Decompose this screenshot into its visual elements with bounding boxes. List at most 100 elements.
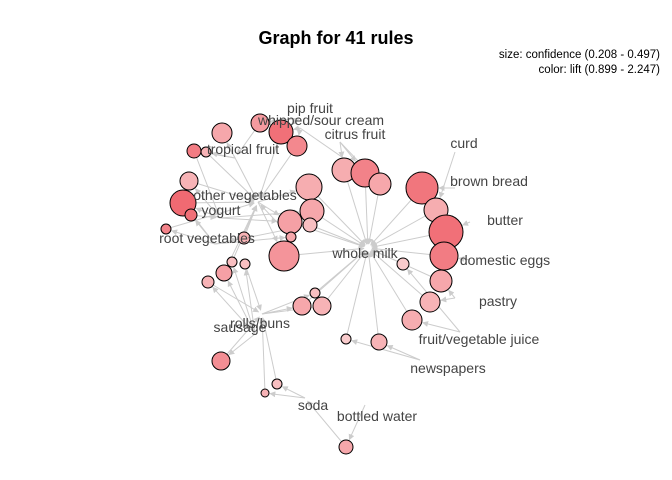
edge-rule-38-to-wholemilk [366, 251, 380, 343]
rule-node-20 [277, 209, 303, 235]
legend-color: color: lift (0.899 - 2.247) [538, 64, 660, 76]
edge-rootveg-to-rule-26 [195, 219, 216, 245]
rule-node-17 [396, 257, 410, 271]
edge-rule-27-to-othveg [165, 201, 255, 230]
edge-rule-6-to-othveg [259, 145, 298, 200]
item-label-sausage: sausage [214, 319, 267, 335]
item-labels-layer: pip fruit whipped/sour cream citrus frui… [159, 100, 550, 424]
rule-node-34 [292, 296, 312, 316]
item-label-newspapers: newspapers [410, 360, 486, 376]
edge-pastry-to-rule-15 [440, 296, 456, 303]
edge-rule-39-to-rolls [259, 317, 266, 394]
rule-node-15 [419, 291, 441, 313]
item-label-yogurt: yogurt [202, 202, 241, 218]
rule-node-24 [179, 171, 199, 191]
edge-pip-to-rule-1 [290, 117, 301, 125]
edge-rule-5-to-othveg [205, 151, 256, 200]
rule-node-1 [268, 119, 294, 145]
rule-node-35 [312, 296, 332, 316]
edge-rule-41-to-soda [307, 400, 347, 448]
edge-pastry-to-rule-14 [448, 289, 456, 299]
item-label-curd: curd [450, 135, 477, 151]
rule-node-28 [237, 231, 251, 245]
edge-sausage-to-rule-32 [212, 286, 256, 335]
edge-rule-16-to-wholemilk [369, 250, 413, 321]
edge-whip-to-rule-6 [296, 127, 303, 136]
rule-node-3 [211, 122, 233, 144]
rule-node-10 [405, 171, 439, 205]
rule-node-32 [201, 275, 215, 289]
edge-othveg-to-rule-23 [257, 201, 278, 243]
rule-node-18 [295, 173, 323, 201]
edge-sausage-to-rule-31 [227, 280, 256, 335]
rule-node-4 [186, 143, 202, 159]
legend-size: size: confidence (0.208 - 0.497) [498, 49, 660, 61]
edge-rule-35-to-wholemilk [321, 250, 366, 307]
item-label-juice: fruit/vegetable juice [419, 331, 540, 347]
rule-node-5 [200, 146, 212, 158]
rule-node-37 [340, 333, 352, 345]
edge-rule-40-to-rolls [261, 317, 278, 385]
rule-node-33 [309, 287, 321, 299]
item-label-pip: pip fruit [287, 100, 333, 116]
item-label-rootveg: root vegetables [159, 230, 255, 246]
rule-node-31 [215, 264, 233, 282]
edge-sausage-to-rule-29 [232, 267, 256, 335]
edge-newspapers-to-rule-38 [386, 345, 421, 361]
rule-node-26 [184, 208, 198, 222]
rule-node-41 [338, 439, 354, 455]
edge-rule-3-to-othveg [221, 132, 257, 199]
rule-node-14 [429, 269, 453, 293]
edge-soda-to-rule-40 [281, 386, 306, 399]
rule-node-13 [429, 241, 459, 271]
rule-node-2 [250, 113, 270, 133]
rule-node-16 [401, 309, 423, 331]
item-label-tropical: tropical fruit [207, 141, 279, 157]
edge-othveg-to-rule-18 [257, 189, 297, 203]
item-label-soda: soda [298, 397, 329, 413]
rule-node-6 [286, 135, 308, 157]
edge-juice-to-rule-16 [422, 321, 461, 333]
item-label-whip: whipped/sour cream [257, 112, 384, 128]
graph-title: Graph for 41 rules [258, 28, 414, 48]
item-label-rolls: rolls/buns [230, 315, 290, 331]
edge-othveg-to-rule-20 [257, 201, 280, 216]
edge-rule-24-to-othveg [188, 180, 255, 203]
rule-node-27 [160, 223, 172, 235]
item-label-eggs: domestic eggs [460, 252, 550, 268]
edge-butter-to-rule-12 [462, 220, 471, 226]
edge-yogurt-to-rule-24 [195, 188, 221, 219]
edge-sausage-to-rule-36 [228, 333, 256, 356]
item-label-othveg: other vegetables [193, 187, 297, 203]
rule-node-38 [370, 333, 388, 351]
rule-node-30 [239, 258, 251, 270]
edge-citrus-to-rule-7 [338, 141, 345, 158]
item-label-butter: butter [487, 212, 523, 228]
edge-rule-21-to-wholemilk [309, 224, 365, 248]
rule-node-36 [211, 351, 231, 371]
edge-eggs-to-rule-13 [458, 256, 471, 263]
edge-whip-to-rule-1 [293, 125, 301, 132]
item-label-pastry: pastry [479, 293, 517, 309]
item-label-wholemilk: whole milk [331, 245, 398, 261]
edge-rootveg-to-rule-28 [214, 237, 238, 245]
edge-curd-to-rule-11 [438, 151, 456, 199]
rule-node-22 [285, 231, 297, 243]
edge-newspapers-to-rule-37 [351, 339, 421, 361]
edge-rule-36-to-rolls [220, 316, 260, 362]
rule-node-9 [368, 172, 392, 196]
edge-water-to-rule-41 [348, 404, 366, 441]
item-label-water: bottled water [337, 408, 417, 424]
edge-tropical-to-rule-5 [211, 151, 236, 159]
edge-rootveg-to-rule-27 [171, 229, 216, 245]
rule-node-40 [271, 378, 283, 390]
edge-soda-to-rule-39 [269, 391, 306, 399]
rule-node-23 [268, 240, 300, 272]
rule-node-21 [302, 217, 318, 233]
edge-rule-37-to-wholemilk [345, 251, 369, 340]
rule-node-39 [260, 388, 270, 398]
rule-nodes-layer [160, 113, 464, 455]
edge-rule-32-to-rolls [207, 281, 260, 313]
rule-node-29 [226, 256, 238, 268]
